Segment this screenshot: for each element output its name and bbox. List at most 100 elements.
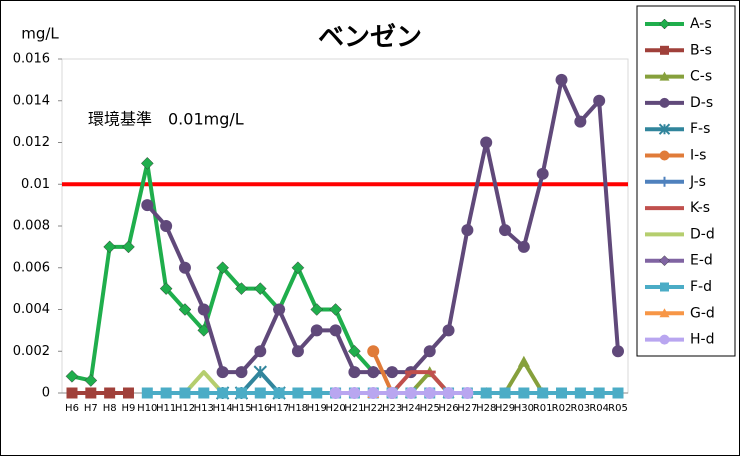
marker	[556, 387, 568, 399]
y-tick-label: 0.01	[21, 177, 50, 192]
x-tick-label: H8	[103, 403, 117, 414]
marker	[65, 369, 79, 383]
x-tick-label: H6	[65, 403, 79, 414]
marker	[659, 176, 670, 187]
marker	[659, 18, 670, 30]
marker	[659, 255, 670, 267]
marker	[216, 261, 229, 275]
marker	[178, 261, 191, 274]
marker	[329, 387, 342, 399]
marker	[499, 224, 512, 237]
y-tick-label: 0.004	[13, 302, 50, 317]
legend-label: F-s	[690, 121, 710, 137]
marker	[311, 387, 323, 399]
marker	[423, 345, 436, 358]
y-axis-label: mg/L	[21, 25, 59, 43]
marker	[254, 387, 266, 399]
legend-label: G-d	[690, 305, 715, 321]
y-tick-label: 0.016	[13, 52, 50, 67]
x-tick-label: H9	[122, 403, 136, 414]
legend-label: J-s	[689, 174, 706, 190]
x-tick-label: H26	[438, 403, 458, 414]
marker	[273, 303, 286, 316]
x-tick-label: H18	[288, 403, 308, 414]
x-tick-label: H12	[175, 403, 195, 414]
marker	[329, 303, 342, 316]
marker	[658, 123, 671, 135]
x-tick-label: R01	[533, 403, 553, 414]
marker	[178, 303, 192, 316]
marker	[197, 303, 210, 316]
legend-label: A-s	[690, 16, 712, 32]
marker	[612, 345, 624, 358]
x-tick-label: H22	[363, 403, 383, 414]
marker	[253, 365, 267, 379]
x-tick-label: R05	[608, 403, 628, 414]
x-tick-label: H13	[194, 403, 214, 414]
marker	[612, 387, 624, 399]
x-tick-label: H23	[382, 403, 402, 414]
marker	[404, 387, 417, 399]
marker	[235, 282, 248, 295]
marker	[217, 387, 229, 399]
x-tick-label: R02	[552, 403, 572, 414]
marker	[537, 387, 549, 399]
marker	[235, 366, 248, 379]
y-tick-label: 0.014	[13, 93, 50, 108]
marker	[216, 366, 229, 379]
x-tick-label: H10	[137, 403, 157, 414]
marker	[461, 224, 474, 237]
marker	[179, 387, 191, 399]
y-tick-label: 0.002	[13, 344, 50, 359]
marker	[499, 387, 511, 399]
y-tick-label: 0	[42, 386, 50, 401]
marker	[140, 157, 154, 170]
x-tick-label: H30	[514, 403, 534, 414]
marker	[367, 387, 380, 399]
legend-label: F-d	[690, 279, 712, 295]
marker	[253, 282, 267, 295]
series-line	[390, 370, 451, 395]
marker	[659, 71, 670, 81]
legend-label: D-d	[690, 226, 715, 242]
marker	[159, 282, 173, 295]
marker	[367, 366, 380, 379]
marker	[122, 240, 135, 254]
marker	[517, 355, 530, 367]
marker	[160, 387, 172, 399]
marker	[386, 387, 399, 399]
legend-label: K-s	[690, 200, 710, 216]
x-tick-label: H19	[307, 403, 327, 414]
y-tick-label: 0.012	[13, 135, 50, 150]
marker	[235, 387, 247, 399]
marker	[480, 387, 492, 399]
marker	[103, 240, 117, 254]
marker	[660, 282, 669, 292]
marker	[122, 387, 134, 399]
marker	[348, 344, 361, 358]
marker	[310, 324, 323, 337]
marker	[348, 366, 361, 379]
marker	[442, 324, 455, 337]
legend-label: E-d	[690, 253, 713, 269]
x-tick-label: R03	[571, 403, 591, 414]
marker	[442, 387, 455, 399]
legend-label: C-s	[690, 69, 712, 85]
marker	[310, 303, 324, 316]
marker	[198, 387, 210, 399]
x-tick-label: H14	[212, 403, 232, 414]
marker	[461, 387, 474, 399]
x-tick-label: H24	[401, 403, 421, 414]
series-line	[183, 370, 225, 395]
marker	[574, 115, 587, 128]
x-tick-label: H21	[344, 403, 364, 414]
x-tick-label: H15	[231, 403, 251, 414]
marker	[141, 199, 154, 212]
marker	[593, 387, 605, 399]
marker	[348, 387, 361, 399]
marker	[659, 150, 670, 161]
annotation: 環境基準 0.01mg/L	[88, 110, 244, 129]
marker	[659, 334, 670, 345]
